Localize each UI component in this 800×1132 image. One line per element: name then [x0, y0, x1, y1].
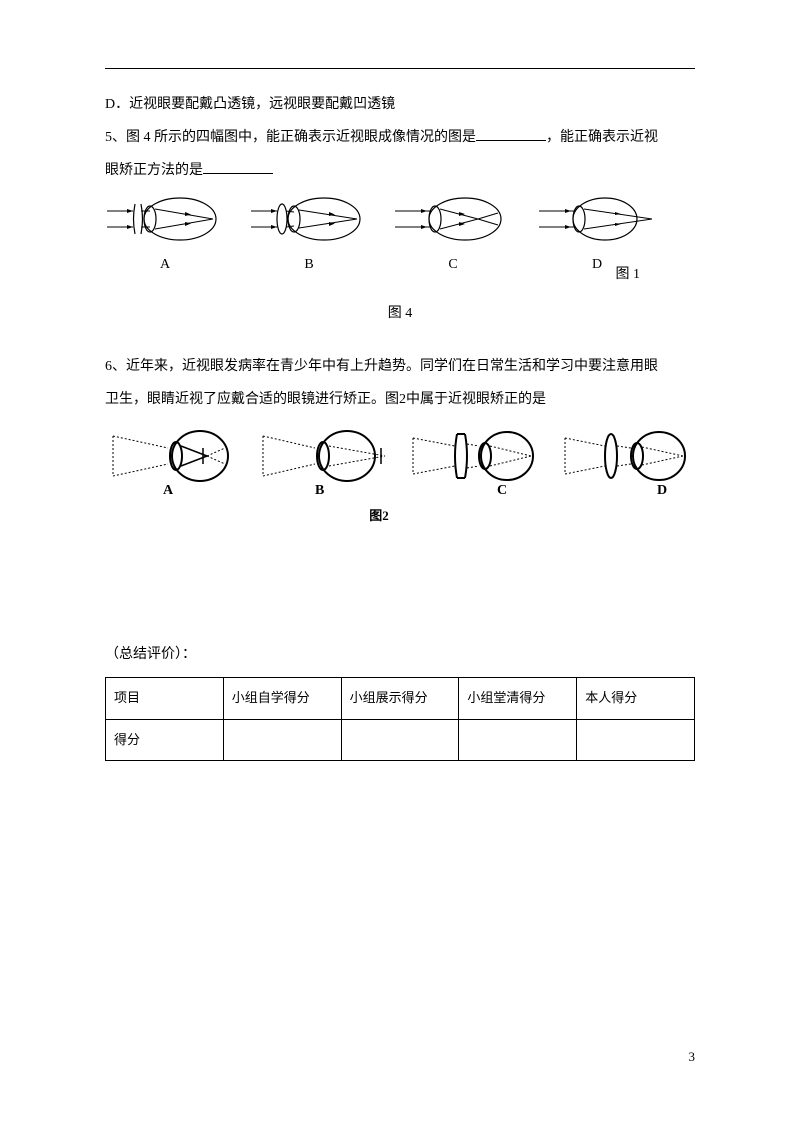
cell-3	[459, 719, 577, 761]
fig4-caption: 图 4	[105, 299, 695, 330]
eye-diagram-b	[249, 194, 369, 244]
cell-4	[577, 719, 695, 761]
question-5: 5、图 4 所示的四幅图中，能正确表示近视眼成像情况的图是 ，能正确表示近视	[105, 123, 695, 154]
th-3: 小组堂清得分	[459, 677, 577, 719]
fig4-label-b: B	[249, 250, 369, 281]
th-4: 本人得分	[577, 677, 695, 719]
eye2-diagram-c: C	[409, 426, 539, 498]
top-rule	[105, 68, 695, 69]
fig2-inline-label-d: D	[657, 483, 667, 498]
cell-1	[223, 719, 341, 761]
document-body: D．近视眼要配戴凸透镜，远视眼要配戴凹透镜 5、图 4 所示的四幅图中，能正确表…	[105, 90, 695, 761]
summary-section: （总结评价）： 项目 小组自学得分 小组展示得分 小组堂清得分 本人得分 得分	[105, 640, 695, 761]
table-header-row: 项目 小组自学得分 小组展示得分 小组堂清得分 本人得分	[106, 677, 695, 719]
eye2-diagram-d: D	[561, 426, 691, 498]
eye-diagram-d	[537, 194, 657, 244]
eye-diagram-c	[393, 194, 513, 244]
q5-text-pre: 5、图 4 所示的四幅图中，能正确表示近视眼成像情况的图是	[105, 130, 476, 145]
th-2: 小组展示得分	[341, 677, 459, 719]
eye-diagram-a	[105, 194, 225, 244]
question-6-line1: 6、近年来，近视眼发病率在青少年中有上升趋势。同学们在日常生活和学习中要注意用眼	[105, 352, 695, 383]
fig2-inline-label-b: B	[315, 483, 324, 498]
score-table: 项目 小组自学得分 小组展示得分 小组堂清得分 本人得分 得分	[105, 677, 695, 761]
page-number: 3	[689, 1043, 696, 1072]
fig1-caption: 图 1	[616, 260, 641, 291]
fig2-inline-label-c: C	[497, 483, 507, 498]
fig4-label-c: C	[393, 250, 513, 281]
eye2-diagram-a: A	[105, 426, 235, 498]
q5-line2-text: 眼矫正方法的是	[105, 163, 203, 178]
question-6-line2: 卫生，眼睛近视了应戴合适的眼镜进行矫正。图2中属于近视眼矫正的是	[105, 385, 695, 416]
figure-4-labels: A B C D	[105, 250, 695, 281]
fig2-caption: 图2	[359, 502, 399, 531]
figure-4-row	[105, 194, 695, 244]
q5-text-mid: ，能正确表示近视	[546, 130, 658, 145]
option-d: D．近视眼要配戴凸透镜，远视眼要配戴凹透镜	[105, 90, 695, 121]
fig4-label-a: A	[105, 250, 225, 281]
blank-2	[203, 160, 273, 174]
eye2-diagram-b: B	[257, 426, 387, 498]
th-0: 项目	[106, 677, 224, 719]
table-score-row: 得分	[106, 719, 695, 761]
question-5-line2: 眼矫正方法的是	[105, 156, 695, 187]
figure-2-row: A B C	[105, 426, 695, 498]
cell-2	[341, 719, 459, 761]
blank-1	[476, 127, 546, 141]
row-label: 得分	[106, 719, 224, 761]
fig2-inline-label-a: A	[163, 483, 174, 498]
th-1: 小组自学得分	[223, 677, 341, 719]
summary-title: （总结评价）：	[105, 640, 695, 671]
